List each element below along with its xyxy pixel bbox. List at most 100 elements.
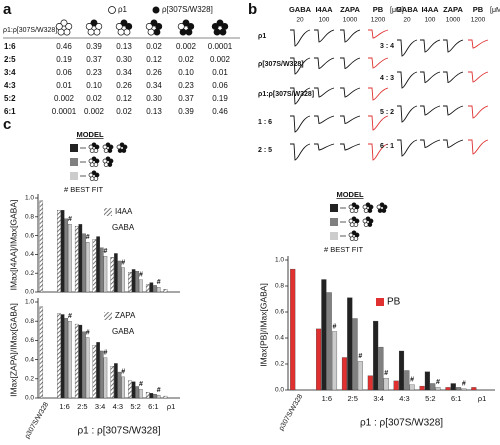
table-cell: 0.002 bbox=[176, 42, 197, 51]
bar bbox=[450, 383, 456, 391]
bar bbox=[128, 272, 132, 293]
best-fit-mark: # bbox=[121, 369, 125, 376]
bar bbox=[117, 260, 122, 293]
table-cell: 0.39 bbox=[86, 42, 102, 51]
bar bbox=[145, 392, 150, 399]
legend-label: ZAPA bbox=[115, 311, 136, 320]
bar bbox=[68, 224, 72, 293]
bar bbox=[145, 284, 150, 293]
y-tick-label: 0.8 bbox=[275, 283, 284, 290]
subunit-icon bbox=[102, 158, 108, 164]
subunit-icon bbox=[105, 156, 111, 162]
bar bbox=[96, 342, 100, 399]
subunit-icon bbox=[115, 23, 123, 30]
x-tick-label: 2:5 bbox=[347, 394, 357, 403]
bar bbox=[149, 393, 154, 399]
x-tick-label: 5:2 bbox=[425, 394, 435, 403]
y-tick-label: 0.8 bbox=[25, 318, 34, 325]
drug-label: I4AA bbox=[421, 5, 439, 14]
best-fit-mark: # bbox=[462, 381, 466, 388]
bar bbox=[110, 366, 115, 399]
legend-label: ρ[307S/W328] bbox=[162, 5, 213, 14]
row-label: 5:2 bbox=[4, 94, 16, 103]
y-axis-title: IMax[I4AA]/IMax[GABA] bbox=[8, 200, 18, 291]
table-cell: 0.0001 bbox=[52, 107, 77, 116]
panel-letter: a bbox=[3, 1, 12, 18]
unit-label: [μM] bbox=[490, 7, 500, 14]
subunit-icon bbox=[107, 148, 113, 153]
bar bbox=[419, 385, 425, 391]
current-trace bbox=[397, 71, 418, 89]
concentration-label: 1200 bbox=[471, 17, 486, 24]
subunit-icon bbox=[177, 23, 185, 30]
model-title: MODEL bbox=[76, 130, 104, 139]
bar bbox=[149, 282, 154, 293]
y-tick-label: 0.4 bbox=[275, 335, 284, 342]
table-cell: 0.002 bbox=[54, 94, 75, 103]
x-tick-label: 2:5 bbox=[77, 402, 87, 411]
model-swatch bbox=[70, 158, 78, 166]
legend-label: ρ1 bbox=[118, 5, 128, 14]
bar bbox=[99, 247, 104, 293]
best-fit-mark: # bbox=[86, 234, 90, 241]
drug-label: PB bbox=[473, 5, 484, 14]
current-trace bbox=[340, 57, 361, 69]
bar bbox=[85, 242, 90, 293]
drug-label: I4AA bbox=[315, 5, 333, 14]
bar bbox=[367, 375, 373, 391]
bar bbox=[114, 253, 118, 293]
subunit-icon bbox=[55, 23, 63, 30]
table-cell: 0.26 bbox=[146, 68, 162, 77]
subunit-icon bbox=[362, 204, 368, 210]
best-fit-mark: # bbox=[410, 377, 414, 384]
table-cell: 0.06 bbox=[56, 68, 72, 77]
bar bbox=[60, 210, 65, 293]
best-fit-mark: # bbox=[436, 379, 440, 386]
bar bbox=[114, 363, 118, 399]
row-label: 1 : 6 bbox=[258, 119, 272, 126]
table-cell: 0.23 bbox=[86, 68, 102, 77]
row-label: 2:5 bbox=[4, 55, 16, 64]
subunit-icon bbox=[348, 218, 354, 224]
subunit-icon bbox=[150, 19, 158, 27]
y-axis-title: IMax[PB]/IMax[GABA] bbox=[258, 283, 268, 367]
bar bbox=[290, 268, 296, 391]
current-trace bbox=[397, 39, 418, 57]
subunit-icon bbox=[211, 23, 219, 30]
table-cell: 0.23 bbox=[178, 81, 194, 90]
best-fit-mark: # bbox=[333, 323, 337, 330]
table-cell: 0.02 bbox=[178, 55, 194, 64]
table-cell: 0.02 bbox=[116, 107, 132, 116]
subunit-icon bbox=[351, 230, 357, 236]
current-trace bbox=[368, 87, 389, 101]
current-trace bbox=[468, 39, 489, 49]
best-fit-mark: # bbox=[121, 259, 125, 266]
drug-label: GABA bbox=[396, 5, 419, 14]
bar bbox=[103, 256, 108, 293]
bar bbox=[64, 218, 69, 293]
row-label: ρ1:ρ[307S/W328] bbox=[258, 91, 314, 98]
best-fit-mark: # bbox=[68, 313, 72, 320]
row-label: ρ[307S/W328] bbox=[258, 61, 304, 68]
row-label: 5 : 2 bbox=[380, 109, 394, 116]
bar bbox=[78, 224, 83, 293]
x-tick-label: ρ307S/W328 bbox=[278, 393, 304, 432]
subunit-icon bbox=[219, 28, 227, 36]
structure-label: GABA bbox=[112, 223, 135, 232]
current-trace bbox=[340, 87, 361, 98]
table-cell: 0.01 bbox=[56, 81, 72, 90]
table-cell: 0.13 bbox=[116, 42, 132, 51]
table-cell: 0.0001 bbox=[208, 42, 233, 51]
subunit-icon bbox=[365, 202, 371, 208]
current-trace bbox=[314, 57, 335, 69]
bar bbox=[60, 314, 65, 399]
subunit-icon bbox=[367, 208, 373, 213]
best-fit-mark: # bbox=[358, 353, 362, 360]
model-swatch bbox=[330, 232, 338, 240]
bar bbox=[326, 292, 332, 391]
legend-icon bbox=[152, 6, 160, 14]
best-fit-legend: # BEST FIT bbox=[324, 245, 363, 254]
concentration-label: 1000 bbox=[343, 17, 358, 24]
subunit-icon bbox=[93, 148, 99, 153]
table-cell: 0.30 bbox=[146, 94, 162, 103]
